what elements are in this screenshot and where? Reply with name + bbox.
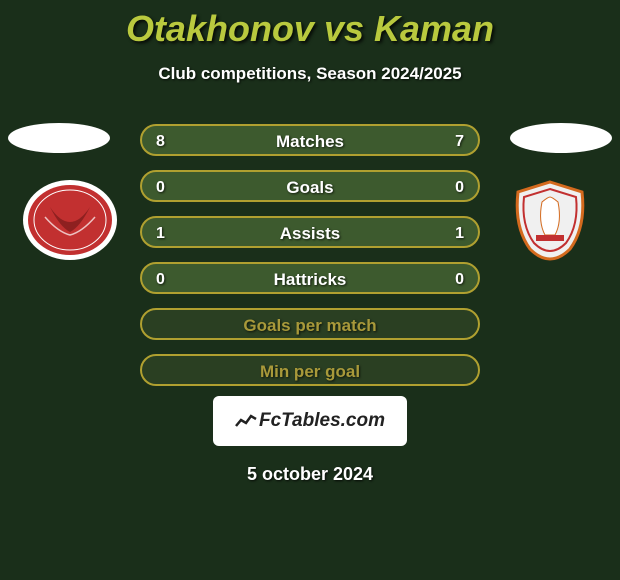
- stat-label: Matches: [276, 126, 344, 158]
- stat-right-value: 0: [455, 264, 464, 296]
- page-title: Otakhonov vs Kaman: [0, 0, 620, 50]
- logo-text: FcTables.com: [259, 410, 385, 431]
- stat-right-value: 1: [455, 218, 464, 250]
- stat-row: Min per goal: [140, 354, 480, 386]
- stat-label: Goals: [286, 172, 333, 204]
- stat-label: Assists: [280, 218, 340, 250]
- stat-row: 0 Hattricks 0: [140, 262, 480, 294]
- stat-left-value: 0: [156, 172, 165, 204]
- stat-row: 8 Matches 7: [140, 124, 480, 156]
- stat-label: Hattricks: [274, 264, 347, 296]
- stat-label: Goals per match: [243, 310, 376, 342]
- team-left-badge: [20, 177, 120, 263]
- date-text: 5 october 2024: [0, 464, 620, 485]
- stat-row: 1 Assists 1: [140, 216, 480, 248]
- player-right-avatar: [510, 123, 612, 153]
- stat-left-value: 0: [156, 264, 165, 296]
- subtitle: Club competitions, Season 2024/2025: [0, 64, 620, 84]
- stat-right-value: 7: [455, 126, 464, 158]
- stat-left-value: 1: [156, 218, 165, 250]
- stat-row: Goals per match: [140, 308, 480, 340]
- stat-label: Min per goal: [260, 356, 360, 388]
- stat-row: 0 Goals 0: [140, 170, 480, 202]
- stat-left-value: 8: [156, 126, 165, 158]
- player-left-avatar: [8, 123, 110, 153]
- stats-table: 8 Matches 7 0 Goals 0 1 Assists 1 0 Hattricks 0 Goal…: [140, 124, 480, 400]
- stat-right-value: 0: [455, 172, 464, 204]
- team-right-badge: [500, 177, 600, 263]
- fctables-logo: FcTables.com: [213, 396, 407, 446]
